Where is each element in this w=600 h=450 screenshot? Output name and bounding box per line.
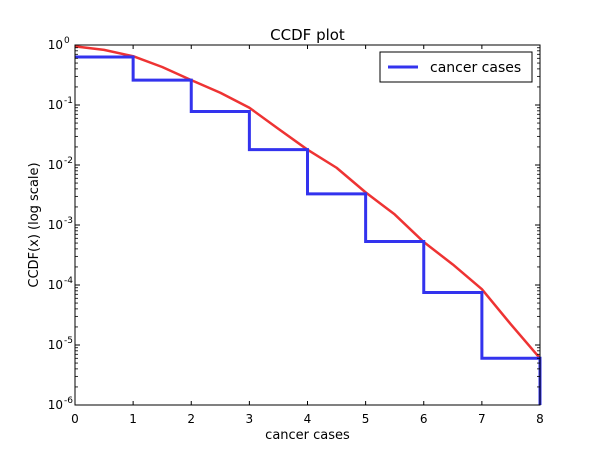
y-tick-label: 10 [48, 158, 63, 172]
series-curve-line [74, 45, 541, 360]
x-tick-label: 2 [187, 412, 195, 426]
x-axis-label: cancer cases [265, 428, 350, 443]
y-tick-label: 10 [48, 338, 63, 352]
y-axis-label: CCDF(x) (log scale) [27, 162, 42, 287]
legend-label-cancer-cases: cancer cases [430, 60, 521, 76]
y-tick-base: 10 [48, 338, 63, 352]
plot-area-frame [74, 44, 541, 406]
y-tick-label: 10 [48, 278, 63, 292]
y-tick-exponent: -4 [64, 276, 73, 286]
y-tick-exponent: 0 [64, 36, 70, 46]
y-tick-exponent: -2 [64, 156, 73, 166]
y-tick-exponent: -6 [64, 396, 73, 406]
x-tick-label: 1 [129, 412, 137, 426]
x-tick-label: 8 [536, 412, 544, 426]
y-tick-exponent: -1 [64, 96, 73, 106]
series-cancer-cases-step-line [75, 55, 542, 405]
y-tick-base: 10 [48, 218, 63, 232]
y-tick-base: 10 [48, 98, 63, 112]
y-tick-base: 10 [48, 158, 63, 172]
x-tick-label: 7 [478, 412, 486, 426]
y-tick-base: 10 [48, 278, 63, 292]
chart-title: CCDF plot [270, 26, 345, 44]
y-tick-base: 10 [48, 398, 63, 412]
x-tick-label: 3 [246, 412, 254, 426]
y-tick-exponent: -5 [64, 336, 73, 346]
x-tick-label: 0 [71, 412, 79, 426]
y-tick-label: 10 [48, 38, 63, 52]
y-tick-label: 10 [48, 398, 63, 412]
x-tick-label: 6 [420, 412, 428, 426]
x-tick-label: 5 [362, 412, 370, 426]
legend: cancer cases [379, 51, 533, 83]
y-tick-exponent: -3 [64, 216, 73, 226]
y-tick-base: 10 [48, 38, 63, 52]
y-tick-label: 10 [48, 98, 63, 112]
x-tick-label: 4 [304, 412, 312, 426]
y-tick-label: 10 [48, 218, 63, 232]
